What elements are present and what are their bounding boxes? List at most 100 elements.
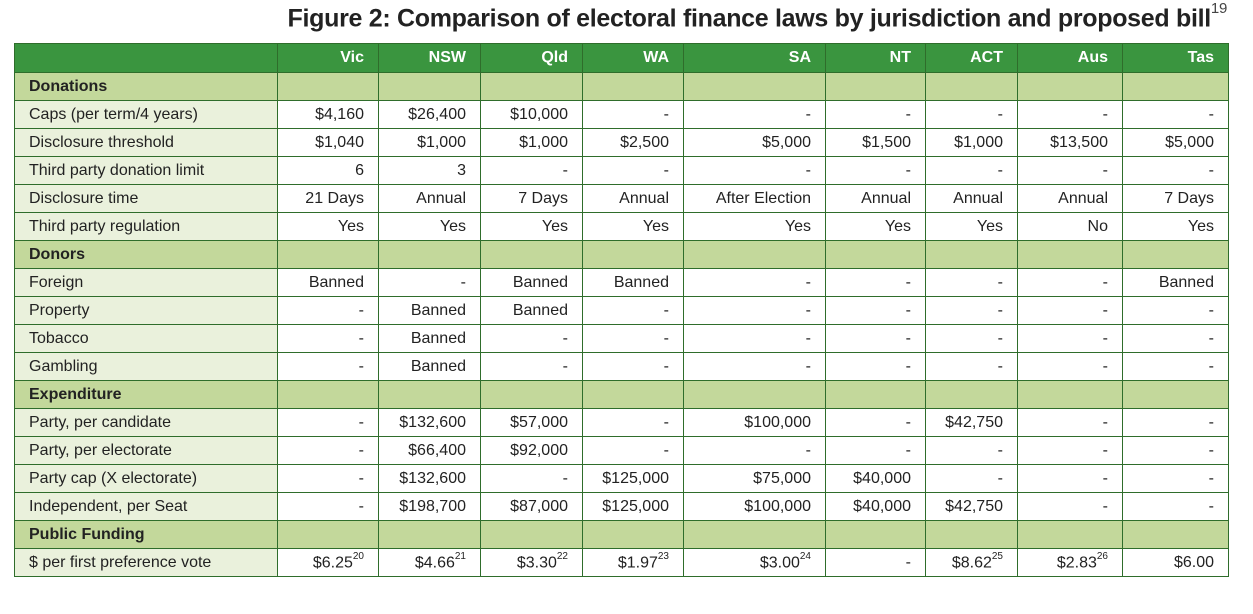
cell: $125,000 <box>582 492 684 521</box>
section-title: Public Funding <box>14 520 278 549</box>
cell: $2,500 <box>582 128 684 157</box>
row-label: Independent, per Seat <box>14 492 278 521</box>
cell: 6 <box>277 156 379 185</box>
cell: Annual <box>378 184 481 213</box>
row-label: Party, per candidate <box>14 408 278 437</box>
cell: - <box>683 156 826 185</box>
cell: - <box>1017 408 1123 437</box>
cell: $92,000 <box>480 436 583 465</box>
cell: Banned <box>480 268 583 297</box>
section-row: Public Funding <box>14 520 1229 549</box>
data-row: $ per first preference vote $6.2520 $4.662… <box>14 548 1229 577</box>
cell: $132,600 <box>378 464 481 493</box>
cell: - <box>825 268 926 297</box>
cell: - <box>925 268 1018 297</box>
cell: - <box>683 100 826 129</box>
section-cell <box>1122 240 1229 269</box>
section-cell <box>925 380 1018 409</box>
column-header: NT <box>825 43 926 73</box>
cell-value: $3.00 <box>759 554 800 572</box>
cell: Banned <box>378 324 481 353</box>
cell: Banned <box>582 268 684 297</box>
cell-footnote: 22 <box>556 550 568 562</box>
cell: $5,000 <box>683 128 826 157</box>
cell: - <box>925 352 1018 381</box>
cell: - <box>825 548 926 577</box>
section-cell <box>1122 380 1229 409</box>
cell-value: $3.30 <box>516 554 557 572</box>
cell: - <box>1122 408 1229 437</box>
row-label: Property <box>14 296 278 325</box>
section-cell <box>378 520 481 549</box>
cell: - <box>825 408 926 437</box>
cell: - <box>825 156 926 185</box>
section-cell <box>825 380 926 409</box>
cell: - <box>582 352 684 381</box>
cell: - <box>277 408 379 437</box>
data-row: Disclosure time 21 Days Annual 7 Days Annual… <box>14 184 1229 213</box>
title-footnote: 19 <box>1210 0 1227 17</box>
cell: - <box>378 268 481 297</box>
row-label: Foreign <box>14 268 278 297</box>
section-cell <box>683 520 826 549</box>
cell: - <box>1122 324 1229 353</box>
data-row: Foreign Banned - Banned Banned - - - - Banned <box>14 268 1229 297</box>
section-cell <box>480 380 583 409</box>
cell: - <box>582 156 684 185</box>
cell: $42,750 <box>925 492 1018 521</box>
cell: - <box>925 324 1018 353</box>
data-row: Third party regulation Yes Yes Yes Yes Yes Yes… <box>14 212 1229 241</box>
row-label: Tobacco <box>14 324 278 353</box>
cell: $3.3022 <box>480 548 583 577</box>
cell: - <box>1122 492 1229 521</box>
section-cell <box>582 520 684 549</box>
row-label: Disclosure time <box>14 184 278 213</box>
cell: 21 Days <box>277 184 379 213</box>
cell: - <box>683 436 826 465</box>
cell-value: $4.66 <box>414 554 455 572</box>
cell: - <box>480 464 583 493</box>
cell: $1,000 <box>480 128 583 157</box>
section-cell <box>378 240 481 269</box>
cell-footnote: 24 <box>799 550 811 562</box>
cell: - <box>925 156 1018 185</box>
cell: - <box>1017 156 1123 185</box>
cell: - <box>277 464 379 493</box>
cell: - <box>925 296 1018 325</box>
cell: $5,000 <box>1122 128 1229 157</box>
cell: - <box>277 492 379 521</box>
cell: Yes <box>277 212 379 241</box>
column-header: Qld <box>480 43 583 73</box>
cell: - <box>277 436 379 465</box>
cell: - <box>1017 436 1123 465</box>
cell: $3.0024 <box>683 548 826 577</box>
cell: Annual <box>825 184 926 213</box>
column-header: WA <box>582 43 684 73</box>
column-header: SA <box>683 43 826 73</box>
data-row: Party, per electorate - $66,400 $92,000- - - -… <box>14 436 1229 465</box>
section-cell <box>480 72 583 101</box>
cell: $13,500 <box>1017 128 1123 157</box>
cell: - <box>1122 156 1229 185</box>
cell: - <box>582 296 684 325</box>
row-label: Party cap (X electorate) <box>14 464 278 493</box>
cell: $75,000 <box>683 464 826 493</box>
cell-footnote: 23 <box>657 550 669 562</box>
section-cell <box>1017 240 1123 269</box>
section-cell <box>925 240 1018 269</box>
cell-footnote: 26 <box>1096 550 1108 562</box>
cell: No <box>1017 212 1123 241</box>
cell: $1,500 <box>825 128 926 157</box>
cell: Yes <box>1122 212 1229 241</box>
finance-table: Vic NSW Qld WA SA NT ACT Aus Tas Donations Caps (p… <box>14 43 1229 577</box>
cell: 7 Days <box>1122 184 1229 213</box>
section-cell <box>582 240 684 269</box>
cell: $8.6225 <box>925 548 1018 577</box>
cell: - <box>480 352 583 381</box>
cell-footnote: 21 <box>454 550 466 562</box>
section-cell <box>277 72 379 101</box>
column-header: Tas <box>1122 43 1229 73</box>
cell: $66,400 <box>378 436 481 465</box>
cell: $40,000 <box>825 464 926 493</box>
